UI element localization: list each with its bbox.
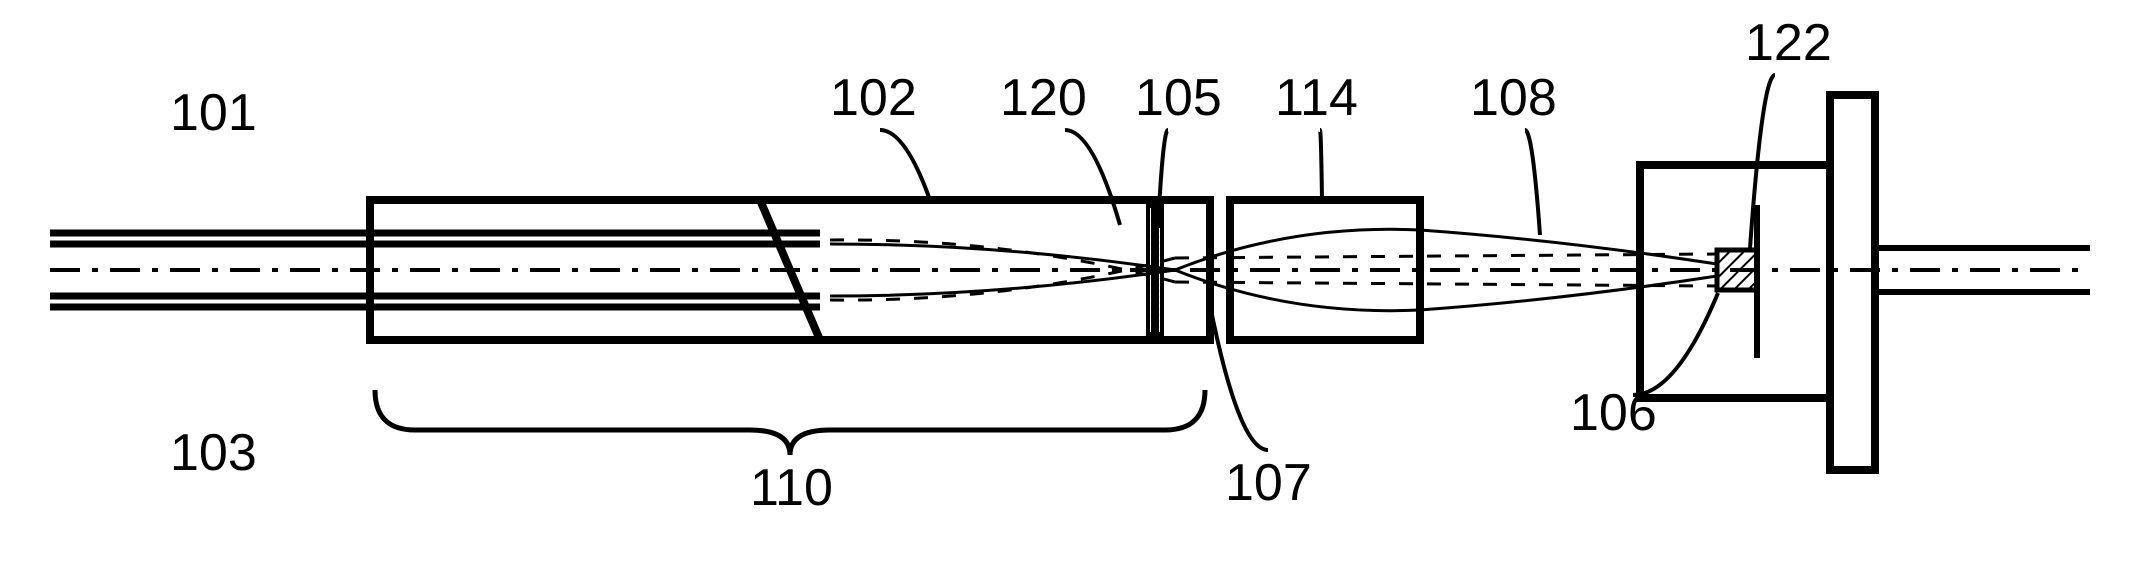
leader-102 (880, 130, 930, 200)
leader-114 (1320, 130, 1322, 200)
label-105: 105 (1135, 69, 1222, 127)
label-102: 102 (830, 69, 917, 127)
label-110: 110 (750, 459, 833, 517)
label-120: 120 (1000, 69, 1087, 127)
label-108: 108 (1470, 69, 1557, 127)
ray-solid-lower-out (1175, 270, 1717, 311)
leader-106 (1633, 293, 1718, 395)
leader-108 (1525, 130, 1540, 235)
ray-solid-upper-out (1175, 229, 1717, 270)
label-122: 122 (1745, 14, 1832, 72)
detector-chip-122 (1717, 250, 1757, 290)
leader-120 (1065, 130, 1120, 225)
brace-110 (375, 390, 1205, 455)
leader-107 (1208, 295, 1268, 450)
label-103: 103 (170, 424, 257, 482)
diagram-root: 101 102 103 105 106 107 108 110 114 120 122 (0, 0, 2136, 582)
label-106: 106 (1570, 384, 1657, 442)
ray-dashed-lower-out (1175, 282, 1717, 286)
label-101: 101 (170, 84, 257, 142)
detector-package-flange (1830, 95, 1875, 470)
label-114: 114 (1275, 69, 1358, 127)
label-107: 107 (1225, 454, 1312, 512)
ray-dashed-upper-out (1175, 254, 1717, 258)
